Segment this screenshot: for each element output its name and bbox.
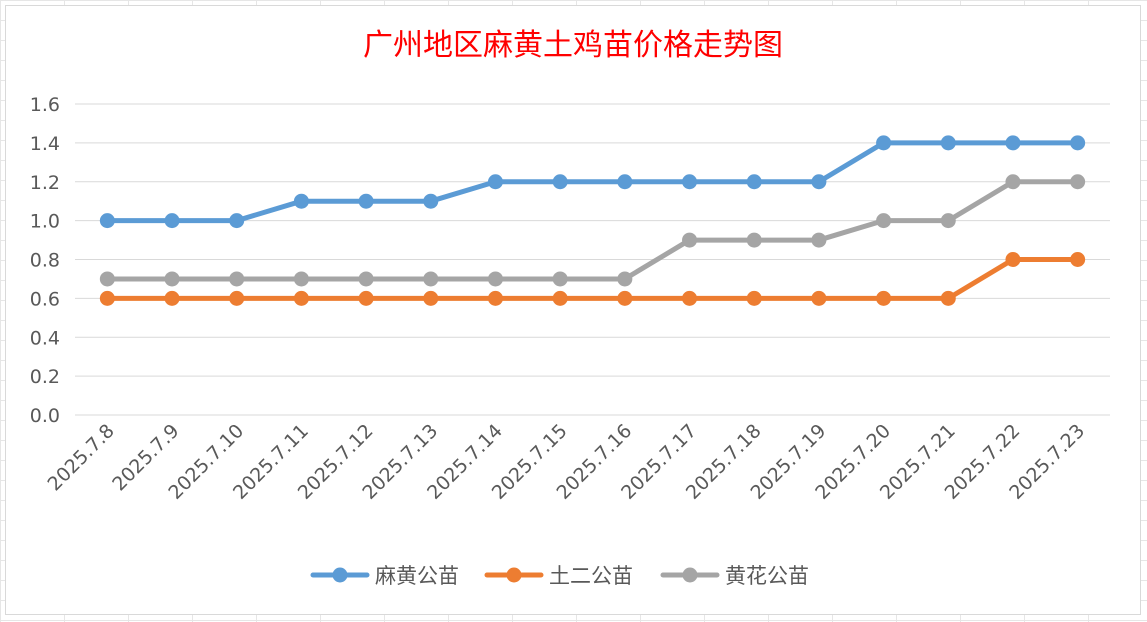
data-point [1070,135,1086,151]
data-point [358,193,374,209]
x-tick-label: 2025.7.8 [43,420,118,495]
chart-title: 广州地区麻黄土鸡苗价格走势图 [363,28,783,63]
data-point [423,290,439,306]
data-point [1070,174,1086,190]
data-point [423,193,439,209]
data-point [423,271,439,287]
data-point [293,290,309,306]
gridlines [75,103,1110,416]
data-point [293,271,309,287]
data-point [811,290,827,306]
data-point [487,271,503,287]
data-point [229,213,245,229]
series-line [104,140,1081,224]
data-point [164,271,180,287]
data-point [164,290,180,306]
data-point [1005,135,1021,151]
data-point [552,174,568,190]
legend: 麻黄公苗 土二公苗 黄花公苗 [310,564,809,588]
data-point [811,232,827,248]
series-0 [99,135,1086,229]
series-group [99,135,1086,306]
data-point [358,271,374,287]
data-point [99,271,115,287]
chart-frame[interactable] [5,5,1141,615]
data-point [487,174,503,190]
data-point [746,174,762,190]
y-tick-label: 1.2 [30,172,60,194]
data-point [682,290,698,306]
data-point [99,290,115,306]
data-point [682,232,698,248]
legend-label: 土二公苗 [549,564,633,588]
data-point [940,290,956,306]
data-point [552,271,568,287]
data-point [552,290,568,306]
data-point [617,174,633,190]
legend-swatch-marker [682,567,698,583]
legend-item: 麻黄公苗 [310,564,459,588]
data-point [940,135,956,151]
legend-label: 黄花公苗 [725,564,809,588]
data-point [487,290,503,306]
data-point [164,213,180,229]
data-point [617,271,633,287]
data-point [746,290,762,306]
y-tick-label: 1.6 [30,94,60,116]
y-tick-label: 0.2 [30,366,60,388]
series-line [104,179,1081,282]
legend-item: 黄花公苗 [660,564,809,588]
legend-swatch-marker [506,567,522,583]
series-line [104,257,1081,301]
data-point [682,174,698,190]
data-point [358,290,374,306]
data-point [1070,252,1086,267]
series-2 [99,174,1086,287]
data-point [1005,174,1021,190]
data-point [811,174,827,190]
series-1 [99,252,1086,306]
data-point [1005,252,1021,267]
data-point [229,271,245,287]
data-point [876,135,892,151]
y-tick-label: 0.4 [30,327,60,349]
data-point [617,290,633,306]
data-point [876,290,892,306]
legend-swatch-marker [332,567,348,583]
y-tick-label: 0.8 [30,250,60,272]
data-point [99,213,115,229]
data-point [229,290,245,306]
legend-item: 土二公苗 [484,564,633,588]
y-tick-label: 0.0 [30,405,60,427]
y-tick-label: 0.6 [30,288,60,310]
data-point [876,213,892,229]
data-point [293,193,309,209]
x-axis-ticks: 2025.7.82025.7.92025.7.102025.7.112025.7… [43,420,1089,504]
data-point [746,232,762,248]
data-point [940,213,956,229]
y-tick-label: 1.4 [30,133,60,155]
y-axis-ticks: 0.0 0.2 0.4 0.6 0.8 1.0 1.2 1.4 1.6 [30,94,60,427]
legend-label: 麻黄公苗 [375,564,459,588]
y-tick-label: 1.0 [30,211,60,233]
